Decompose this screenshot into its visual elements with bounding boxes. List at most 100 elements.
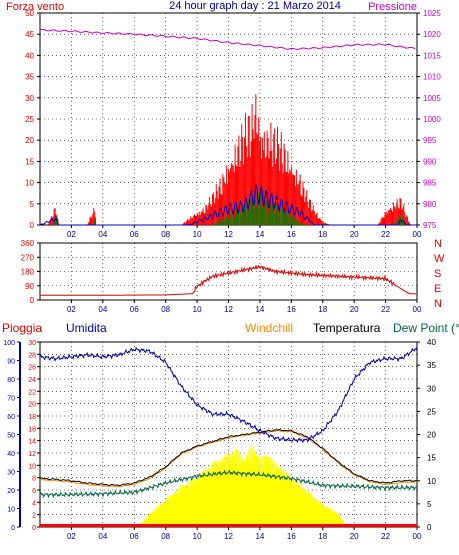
pressure-label: Pressione xyxy=(368,1,417,13)
chart-title: 24 hour graph day : 21 Marzo 2014 xyxy=(169,0,341,12)
wind-tick-label: 45 xyxy=(25,30,34,39)
humidity-tick-label: 100 xyxy=(3,340,15,347)
direction-line xyxy=(40,264,417,296)
pressure-tick-label: 980 xyxy=(423,200,437,209)
wind-series xyxy=(39,29,417,226)
compass-label: W xyxy=(434,253,445,265)
rain-tick-label: 0 xyxy=(32,525,36,532)
pressure-line xyxy=(39,29,416,50)
x-tick-label: 00 xyxy=(413,532,422,541)
x-tick-label: 08 xyxy=(161,230,170,239)
humidity-tick-label: 60 xyxy=(7,414,15,421)
humidity-tick-label: 50 xyxy=(7,433,15,440)
wind-tick-label: 25 xyxy=(25,115,34,124)
x-tick-label: 02 xyxy=(67,532,76,541)
temp-series xyxy=(39,346,418,527)
x-tick-label: 10 xyxy=(193,305,202,314)
temp-axes: 0246810121416182022242628300102030405060… xyxy=(3,338,436,541)
rain-label: Pioggia xyxy=(2,321,42,335)
pressure-tick-label: 990 xyxy=(423,157,437,166)
x-tick-label: 12 xyxy=(224,305,233,314)
x-tick-label: 04 xyxy=(98,532,107,541)
wind-tick-label: 15 xyxy=(25,157,34,166)
x-tick-label: 00 xyxy=(413,230,422,239)
rain-tick-label: 8 xyxy=(32,476,36,483)
direction-tick-label: 0 xyxy=(30,296,35,305)
x-tick-label: 22 xyxy=(381,532,390,541)
x-tick-label: 06 xyxy=(130,230,139,239)
pressure-tick-label: 1025 xyxy=(423,9,441,18)
rain-tick-label: 4 xyxy=(32,500,36,507)
temp-tick-label: 15 xyxy=(427,454,436,463)
x-tick-label: 04 xyxy=(98,230,107,239)
pressure-tick-label: 1000 xyxy=(423,115,441,124)
humidity-tick-label: 30 xyxy=(7,470,15,477)
direction-tick-label: 90 xyxy=(25,282,34,291)
rain-tick-label: 16 xyxy=(28,426,36,433)
x-tick-label: 18 xyxy=(318,532,327,541)
humidity-tick-label: 70 xyxy=(7,396,15,403)
x-tick-label: 06 xyxy=(130,305,139,314)
temp-tick-label: 20 xyxy=(427,431,436,440)
humidity-label: Umidita xyxy=(66,321,107,335)
rain-tick-label: 20 xyxy=(28,402,36,409)
wind-tick-label: 40 xyxy=(25,51,34,60)
x-tick-label: 12 xyxy=(224,532,233,541)
rain-tick-label: 26 xyxy=(28,365,36,372)
pressure-tick-label: 975 xyxy=(423,221,437,230)
rain-tick-label: 14 xyxy=(28,439,36,446)
x-tick-label: 08 xyxy=(161,532,170,541)
x-tick-label: 22 xyxy=(381,230,390,239)
x-tick-label: 10 xyxy=(193,532,202,541)
temp-tick-label: 30 xyxy=(427,384,436,393)
temp-tick-label: 10 xyxy=(427,477,436,486)
humidity-line xyxy=(39,346,418,444)
x-tick-label: 04 xyxy=(98,305,107,314)
wind-force-label: Forza vento xyxy=(6,1,64,13)
wind-tick-label: 50 xyxy=(25,9,34,18)
humidity-tick-label: 40 xyxy=(7,451,15,458)
x-tick-label: 16 xyxy=(287,305,296,314)
pressure-tick-label: 1020 xyxy=(423,30,441,39)
wind-tick-label: 5 xyxy=(30,200,35,209)
temp-tick-label: 5 xyxy=(427,500,432,509)
humidity-tick-label: 20 xyxy=(7,488,15,495)
windchill-line xyxy=(39,429,418,488)
compass-label: E xyxy=(434,283,441,295)
rain-tick-label: 24 xyxy=(28,377,36,384)
compass-label: S xyxy=(434,268,441,280)
compass-label: N xyxy=(434,238,442,250)
rain-tick-label: 22 xyxy=(28,389,36,396)
dewpoint-line xyxy=(39,469,418,499)
x-tick-label: 14 xyxy=(255,305,264,314)
direction-tick-label: 180 xyxy=(21,268,35,277)
wind-axes: 0510152025303540455097598098599099510001… xyxy=(25,9,441,239)
windchill-label: Windchill xyxy=(245,321,293,335)
temp-tick-label: 35 xyxy=(427,361,436,370)
wind-tick-label: 35 xyxy=(25,73,34,82)
x-tick-label: 18 xyxy=(318,305,327,314)
rain-tick-label: 2 xyxy=(32,513,36,520)
temperature-line xyxy=(39,428,418,487)
x-tick-label: 02 xyxy=(67,230,76,239)
humidity-tick-label: 80 xyxy=(7,377,15,384)
x-tick-label: 18 xyxy=(318,230,327,239)
dewpoint-label: Dew Point (°C xyxy=(393,321,459,335)
compass-label: N xyxy=(434,298,442,310)
wind-tick-label: 10 xyxy=(25,179,34,188)
rain-tick-label: 18 xyxy=(28,414,36,421)
x-tick-label: 06 xyxy=(130,532,139,541)
x-tick-label: 10 xyxy=(193,230,202,239)
wind-tick-label: 0 xyxy=(30,221,35,230)
temp-tick-label: 0 xyxy=(427,523,432,532)
rain-tick-label: 28 xyxy=(28,352,36,359)
wind-tick-label: 30 xyxy=(25,94,34,103)
x-tick-label: 00 xyxy=(413,305,422,314)
rain-tick-label: 30 xyxy=(28,340,36,347)
x-tick-label: 14 xyxy=(255,532,264,541)
rain-tick-label: 10 xyxy=(28,463,36,470)
x-tick-label: 14 xyxy=(255,230,264,239)
rain-tick-label: 6 xyxy=(32,488,36,495)
humidity-tick-label: 0 xyxy=(11,525,15,532)
